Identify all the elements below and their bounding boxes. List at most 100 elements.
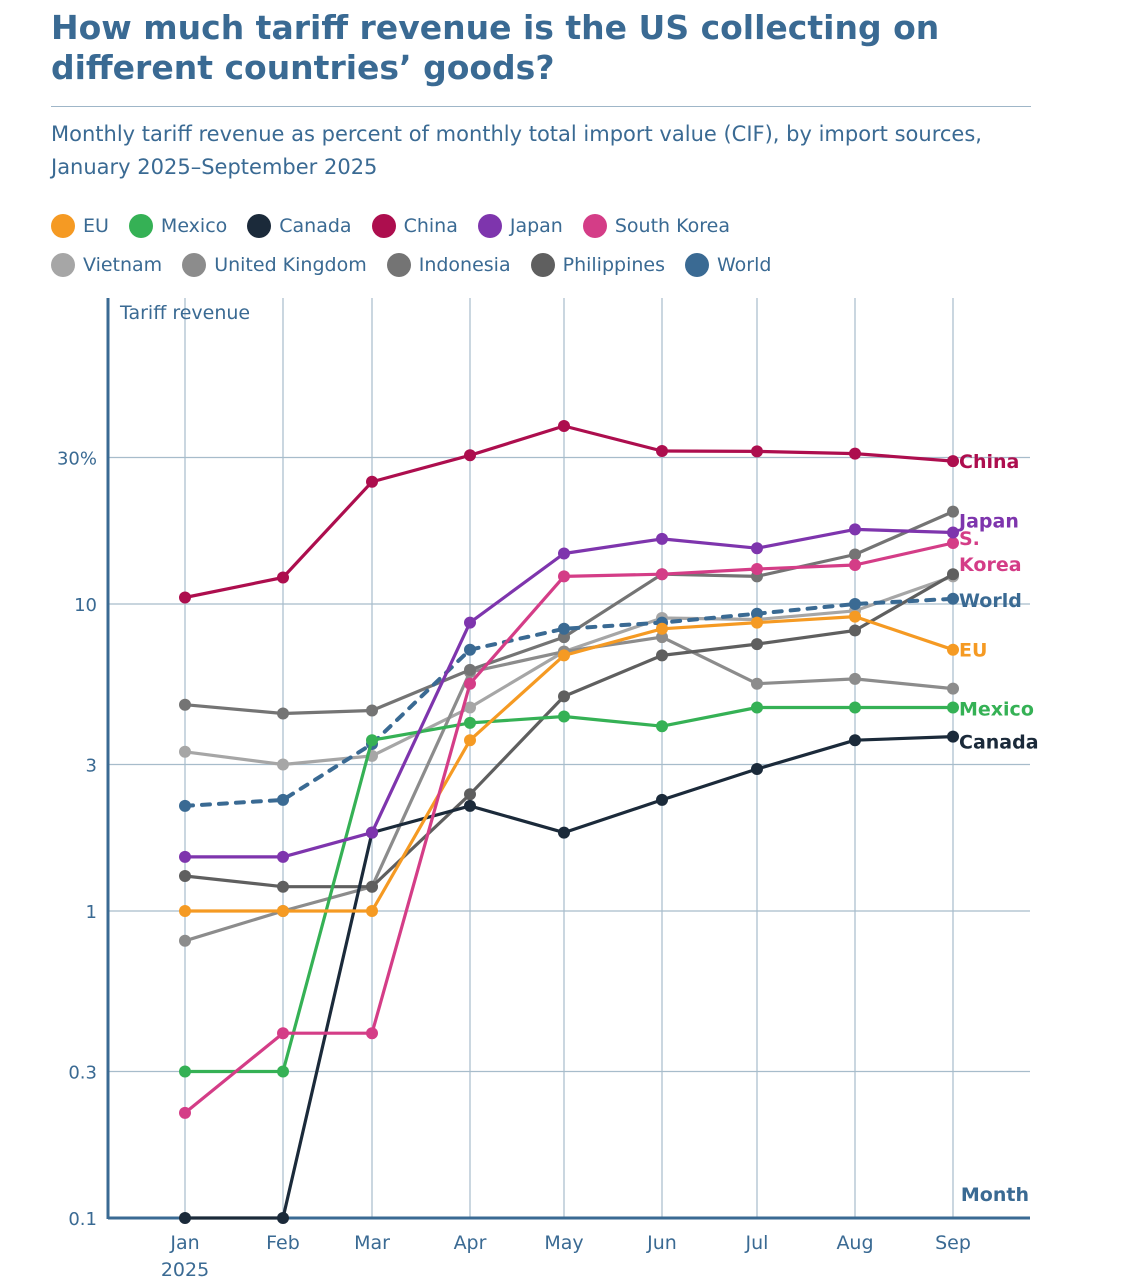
- end-label-china: China: [959, 451, 1019, 473]
- data-point-world: [751, 607, 763, 620]
- data-point-indonesia: [464, 663, 476, 676]
- x-tick-label: Apr: [454, 1232, 487, 1254]
- legend-label: United Kingdom: [214, 254, 367, 276]
- data-point-south-korea: [947, 537, 959, 549]
- data-point-mexico: [656, 720, 668, 733]
- end-label-south-korea: S.: [959, 528, 980, 550]
- legend-swatch: [530, 253, 555, 277]
- end-label-japan: Japan: [957, 510, 1019, 532]
- data-point-eu: [179, 905, 191, 917]
- data-point-south-korea: [656, 568, 668, 581]
- data-point-japan: [179, 850, 191, 863]
- data-point-philippines: [366, 880, 378, 893]
- legend-swatch: [582, 214, 607, 238]
- data-point-world: [947, 592, 959, 605]
- legend-item-united-kingdom: United Kingdom: [182, 253, 367, 277]
- data-point-philippines: [277, 880, 289, 893]
- legend: EU Mexico Canada China Japan South Korea Viet…: [51, 210, 1051, 288]
- data-point-japan: [849, 523, 861, 536]
- x-tick-label: May: [544, 1232, 583, 1254]
- legend-swatch: [386, 253, 411, 277]
- x-tick-label: Jan: [169, 1232, 199, 1254]
- data-point-world: [277, 793, 289, 806]
- data-point-eu: [277, 905, 289, 917]
- data-point-philippines: [656, 649, 668, 662]
- legend-item-japan: Japan: [477, 214, 563, 238]
- series-line-vietnam: [183, 574, 955, 767]
- data-point-china: [464, 449, 476, 462]
- y-axis-title: Tariff revenue: [119, 302, 250, 324]
- data-point-mexico: [947, 701, 959, 714]
- data-point-south-korea: [849, 559, 861, 571]
- chart-subtitle: Monthly tariff revenue as percent of mon…: [51, 122, 982, 179]
- chart-title: How much tariff revenue is the US collec…: [51, 8, 940, 87]
- data-point-philippines: [751, 638, 763, 651]
- legend-item-china: China: [371, 214, 458, 238]
- data-point-south-korea: [558, 570, 570, 583]
- data-point-china: [656, 445, 668, 457]
- y-tick-label: 1: [86, 902, 97, 923]
- legend-swatch: [477, 214, 502, 238]
- data-point-eu: [656, 622, 668, 635]
- data-point-canada: [947, 730, 959, 743]
- legend-item-world: World: [684, 253, 771, 277]
- data-point-philippines: [947, 568, 959, 581]
- data-point-united-kingdom: [179, 934, 191, 947]
- legend-swatch: [371, 214, 396, 238]
- data-point-eu: [366, 905, 378, 917]
- data-point-japan: [558, 547, 570, 560]
- data-point-mexico: [366, 734, 378, 747]
- data-point-world: [558, 622, 570, 635]
- legend-label: Japan: [509, 215, 563, 237]
- end-label-canada: Canada: [959, 732, 1039, 754]
- legend-item-philippines: Philippines: [530, 253, 665, 277]
- data-point-canada: [277, 1212, 289, 1224]
- data-point-canada: [558, 826, 570, 839]
- data-point-south-korea: [751, 563, 763, 575]
- x-tick-label: Jun: [646, 1232, 677, 1254]
- data-point-japan: [751, 542, 763, 555]
- y-tick-label: 0.3: [68, 1063, 97, 1084]
- data-point-philippines: [464, 788, 476, 801]
- data-point-indonesia: [277, 707, 289, 720]
- legend-label: EU: [83, 215, 109, 237]
- data-point-china: [849, 447, 861, 460]
- legend-swatch: [247, 214, 272, 238]
- data-point-indonesia: [947, 505, 959, 518]
- data-point-eu: [558, 649, 570, 662]
- legend-label: Mexico: [160, 215, 228, 237]
- legend-label: Vietnam: [83, 254, 163, 276]
- legend-label: Philippines: [562, 254, 665, 276]
- data-point-united-kingdom: [751, 677, 763, 690]
- x-tick-label: Sep: [935, 1232, 971, 1254]
- legend-item-vietnam: Vietnam: [51, 253, 162, 277]
- y-tick-label: 30%: [57, 449, 97, 470]
- data-point-south-korea: [179, 1106, 191, 1119]
- data-point-indonesia: [366, 704, 378, 717]
- data-point-china: [947, 455, 959, 468]
- series-line-china: [183, 424, 955, 600]
- data-point-canada: [179, 1212, 191, 1224]
- series-line-canada: [183, 734, 955, 1220]
- data-point-south-korea: [277, 1027, 289, 1040]
- data-point-world: [849, 598, 861, 610]
- data-point-eu: [947, 643, 959, 656]
- data-point-mexico: [849, 701, 861, 714]
- data-point-japan: [464, 616, 476, 629]
- data-point-united-kingdom: [656, 631, 668, 644]
- data-point-united-kingdom: [849, 672, 861, 685]
- data-point-vietnam: [464, 701, 476, 714]
- data-point-indonesia: [849, 548, 861, 561]
- data-point-china: [366, 475, 378, 488]
- data-point-china: [558, 420, 570, 432]
- legend-label: Canada: [279, 215, 352, 237]
- legend-item-canada: Canada: [247, 214, 352, 238]
- legend-label: South Korea: [614, 215, 730, 237]
- data-point-eu: [849, 610, 861, 623]
- data-point-japan: [656, 532, 668, 545]
- data-point-eu: [464, 734, 476, 747]
- end-label-eu: EU: [959, 640, 987, 662]
- x-tick-label: Jul: [745, 1232, 769, 1254]
- legend-label: Indonesia: [418, 254, 511, 276]
- data-point-canada: [849, 734, 861, 747]
